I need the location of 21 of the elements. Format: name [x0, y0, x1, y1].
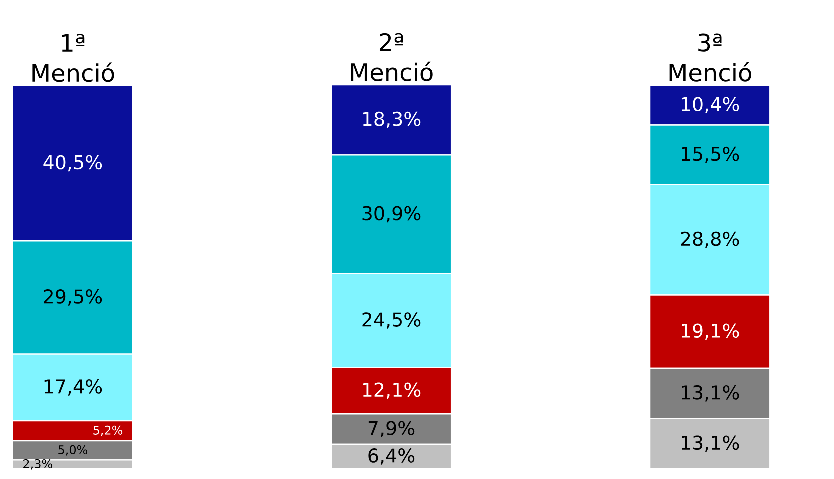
data-label: 13,1%	[682, 385, 740, 402]
data-label: 10,4%	[682, 97, 740, 114]
x-tick-label: 3ª Menció	[670, 34, 752, 82]
data-label: 12,1%	[363, 382, 421, 400]
data-label: 40,5%	[44, 155, 102, 172]
data-label: 5,0%	[58, 445, 88, 456]
x-tick-label: 2ª Menció	[351, 33, 433, 82]
data-label: 19,1%	[682, 324, 740, 340]
x-tick-label: 1ª Menció	[32, 34, 114, 82]
data-label: 6,4%	[368, 448, 415, 465]
data-label: 29,5%	[44, 290, 102, 306]
data-label: 13,1%	[682, 436, 740, 452]
data-label: 18,3%	[363, 112, 421, 128]
data-label: 30,9%	[362, 206, 421, 223]
data-label: 24,5%	[362, 312, 421, 329]
data-label: 28,8%	[681, 232, 740, 248]
data-label: 2,3%	[24, 459, 52, 470]
data-label: 7,9%	[368, 421, 415, 438]
data-label: 15,5%	[682, 146, 740, 164]
data-label: 5,2%	[94, 426, 123, 436]
data-label: 17,4%	[44, 380, 102, 396]
